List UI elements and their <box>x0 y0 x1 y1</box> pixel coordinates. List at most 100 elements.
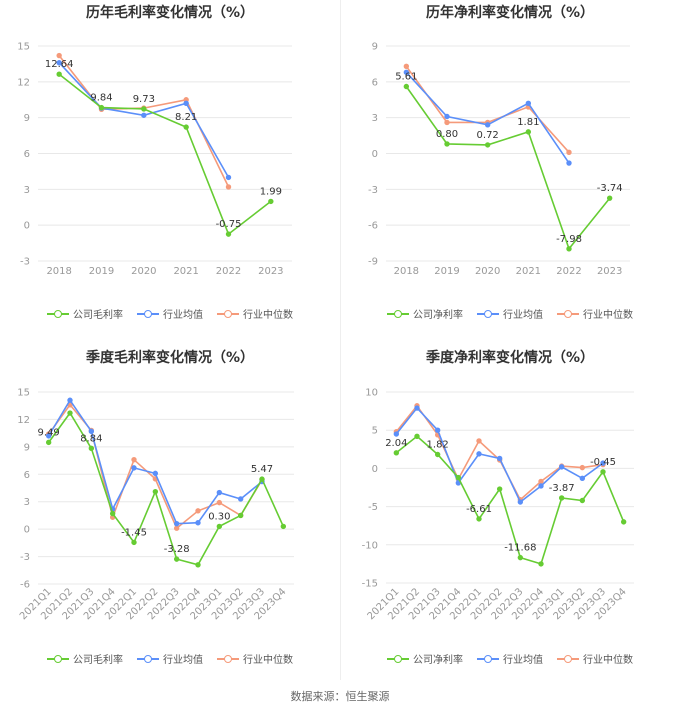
data-point <box>538 561 544 567</box>
data-point <box>109 510 116 517</box>
legend-line-icon <box>557 654 579 664</box>
data-point <box>606 195 613 201</box>
legend-company[interactable]: 公司净利率 <box>387 306 463 321</box>
data-source-footer: 数据来源：恒生聚源 <box>290 690 390 703</box>
x-tick-label: 2020 <box>131 266 156 277</box>
data-point <box>225 174 232 181</box>
chart-legend[interactable]: 公司净利率 行业均值 行业中位数 <box>340 651 680 666</box>
data-point <box>579 475 586 482</box>
y-tick-label: 9 <box>24 113 30 124</box>
legend-label: 行业均值 <box>503 310 543 321</box>
series-line <box>58 62 230 178</box>
data-point <box>558 464 565 470</box>
chart-legend[interactable]: 公司净利率 行业均值 行业中位数 <box>340 306 680 321</box>
legend-industry-avg[interactable]: 行业均值 <box>477 651 543 666</box>
data-point <box>152 470 159 477</box>
data-label: 9.84 <box>90 93 112 104</box>
data-label: 1.82 <box>427 439 449 450</box>
chart-legend[interactable]: 公司毛利率 行业均值 行业中位数 <box>0 306 340 321</box>
x-tick-label: 2023 <box>258 266 283 277</box>
data-label: 8.21 <box>175 112 197 123</box>
legend-industry-median[interactable]: 行业中位数 <box>217 651 293 666</box>
data-point <box>56 71 62 77</box>
legend-label: 公司净利率 <box>413 655 463 666</box>
legend-label: 行业中位数 <box>583 310 633 321</box>
data-label: 5.61 <box>395 71 417 82</box>
data-point <box>525 129 532 135</box>
legend-line-icon <box>387 654 409 664</box>
data-point <box>393 450 400 456</box>
legend-industry-avg[interactable]: 行业均值 <box>137 651 203 666</box>
data-label: 8.84 <box>80 433 102 444</box>
series-line <box>405 86 611 251</box>
chart-legend[interactable]: 公司毛利率 行业均值 行业中位数 <box>0 651 340 666</box>
x-tick-label: 2021 <box>173 266 198 277</box>
data-point <box>67 397 73 403</box>
quarterly-gross-margin-chart: 季度毛利率变化情况（%） -6 -3 0 3 6 9 12 15 2021Q1 2021Q2 202… <box>0 345 340 680</box>
data-label: 0.72 <box>477 130 499 141</box>
data-point <box>579 464 586 471</box>
legend-company[interactable]: 公司毛利率 <box>47 306 123 321</box>
y-tick-label: 12 <box>17 77 30 88</box>
y-tick-label: -3 <box>20 257 30 268</box>
data-point <box>88 428 95 435</box>
y-tick-label: -9 <box>368 257 378 268</box>
data-point <box>195 520 201 526</box>
data-point <box>444 113 450 120</box>
annual-gross-margin-plot: -3 0 3 6 9 12 15 2018 2019 2020 2021 2022 2023 12.64 9… <box>17 42 292 277</box>
data-point <box>141 106 147 112</box>
data-point <box>434 427 441 433</box>
legend-line-icon <box>47 309 69 319</box>
legend-label: 行业中位数 <box>583 655 633 666</box>
data-label: -3.87 <box>549 483 575 494</box>
y-tick-label: 6 <box>24 470 30 481</box>
legend-company[interactable]: 公司净利率 <box>387 651 463 666</box>
y-tick-label: 12 <box>17 415 30 426</box>
legend-line-icon <box>137 654 159 664</box>
legend-line-icon <box>47 654 69 664</box>
data-label: 9.49 <box>38 427 60 438</box>
y-tick-label: 6 <box>24 149 30 160</box>
data-point <box>414 433 420 440</box>
y-tick-label: 0 <box>24 221 30 232</box>
data-point <box>444 119 450 126</box>
x-tick-label: 2022 <box>556 266 581 277</box>
legend-label: 公司毛利率 <box>73 310 123 321</box>
y-tick-label: -3 <box>20 552 30 563</box>
data-label: -0.75 <box>216 219 242 230</box>
data-label: -1.45 <box>121 527 147 538</box>
data-point <box>393 431 400 437</box>
data-point <box>56 60 62 66</box>
y-tick-label: 0 <box>372 149 378 160</box>
data-point <box>496 455 503 462</box>
y-tick-label: 15 <box>17 388 30 399</box>
y-tick-label: -10 <box>362 540 378 551</box>
data-point <box>195 562 201 568</box>
data-point <box>237 512 244 519</box>
legend-industry-avg[interactable]: 行业均值 <box>477 306 543 321</box>
y-tick-label: 3 <box>24 185 30 196</box>
data-point <box>496 486 503 492</box>
y-tick-label: 10 <box>365 388 378 399</box>
series-line <box>48 411 285 566</box>
data-point <box>131 456 137 463</box>
legend-industry-median[interactable]: 行业中位数 <box>557 651 633 666</box>
legend-industry-avg[interactable]: 行业均值 <box>137 306 203 321</box>
data-point <box>98 104 105 111</box>
data-point <box>517 554 524 561</box>
quarterly-net-margin-plot: -15-10-505102021Q12021Q22021Q32021Q42022… <box>362 388 634 622</box>
y-tick-label: 15 <box>17 42 30 53</box>
legend-industry-median[interactable]: 行业中位数 <box>217 306 293 321</box>
y-tick-label: 0 <box>24 525 30 536</box>
data-point <box>173 520 180 527</box>
legend-industry-median[interactable]: 行业中位数 <box>557 306 633 321</box>
data-point <box>414 405 420 411</box>
legend-label: 行业均值 <box>163 655 203 666</box>
legend-company[interactable]: 公司毛利率 <box>47 651 123 666</box>
annual-net-margin-plot: -9 -6 -3 0 3 6 9 2018 2019 2020 2021 2022 2023 5.61 0.… <box>368 42 630 277</box>
data-point <box>444 141 450 147</box>
data-point <box>566 246 572 252</box>
x-tick-label: 2020 <box>475 266 500 277</box>
y-tick-label: -5 <box>368 502 378 513</box>
data-point <box>455 474 462 481</box>
